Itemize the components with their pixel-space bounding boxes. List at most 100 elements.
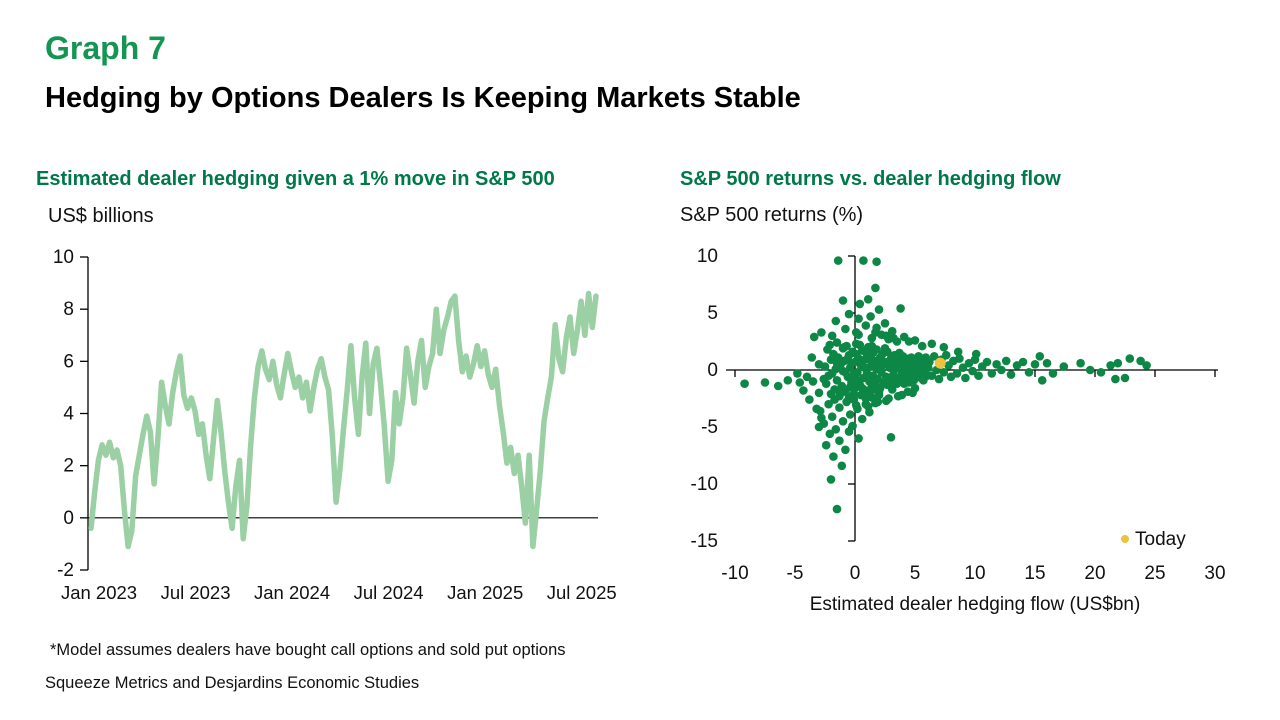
scatter-point: [866, 312, 875, 321]
scatter-point: [853, 368, 862, 377]
scatter-point: [887, 326, 897, 336]
scatter-point: [878, 361, 887, 370]
scatter-point: [825, 340, 835, 350]
scatter-point: [1120, 373, 1130, 383]
scatter-point: [982, 357, 992, 367]
scatter-point: [1085, 365, 1095, 375]
scatter-point: [827, 331, 837, 341]
line-chart: -2 0 2 4 6 8 10 Jan 2023 Jul 2023 Jan 2024 Jul 202…: [53, 247, 617, 603]
scatter-point: [1125, 354, 1135, 363]
scatter-point: [851, 349, 861, 359]
scatter-point: [961, 373, 970, 383]
scatter-point: [1096, 368, 1106, 377]
scatter-point: [871, 283, 880, 293]
scatter-point: [857, 414, 867, 424]
hedging-flow-line-series: [88, 290, 599, 550]
scatter-point: [1059, 362, 1069, 371]
scatter-point: [1035, 352, 1045, 361]
scatter-point: [1006, 370, 1016, 379]
scatter-point: [867, 341, 877, 351]
scatter-point: [832, 376, 842, 385]
scatter-point: [997, 365, 1006, 375]
scatter-points: [740, 256, 1151, 514]
right-chart-unit-label: S&P 500 returns (%): [680, 204, 864, 226]
scatter-point: [1048, 369, 1058, 378]
y-tick-label: -10: [691, 474, 718, 495]
scatter-point: [859, 256, 868, 265]
scatter-point: [867, 393, 877, 402]
scatter-point: [824, 399, 833, 409]
scatter-point: [838, 417, 848, 426]
scatter-point: [799, 386, 808, 395]
y-tick-label: 0: [63, 508, 74, 529]
scatter-point: [830, 395, 839, 404]
y-tick-label: 4: [63, 404, 74, 425]
scatter-point: [934, 374, 944, 384]
scatter-point: [880, 344, 890, 353]
scatter-point: [971, 349, 981, 359]
x-tick-label: -10: [721, 563, 748, 584]
scatter-point: [832, 338, 842, 347]
scatter-point: [867, 333, 877, 343]
scatter-point: [809, 332, 819, 342]
scatter-point: [841, 324, 850, 334]
scatter-point: [835, 403, 844, 412]
scatter-point: [740, 379, 749, 388]
scatter-point: [760, 378, 770, 387]
x-tick-label: Jan 2025: [447, 582, 523, 603]
scatter-point: [968, 366, 977, 376]
scatter-point: [838, 296, 848, 305]
scatter-point: [919, 376, 928, 385]
x-tick-label: Jan 2023: [61, 582, 137, 603]
scatter-point: [807, 353, 817, 362]
scatter-point: [892, 379, 902, 388]
scatter-point: [827, 412, 837, 421]
scatter-point: [874, 390, 884, 400]
scatter-point: [874, 305, 884, 314]
today-point: [934, 357, 946, 369]
scatter-point: [927, 371, 937, 380]
scatter-point: [773, 381, 783, 391]
scatter-point: [1001, 356, 1011, 366]
scatter-point: [819, 419, 829, 428]
scatter-point: [844, 309, 854, 319]
y-tick-label: 10: [697, 246, 718, 267]
scatter-point: [875, 383, 885, 393]
scatter-point: [865, 407, 874, 417]
x-tick-label: Jul 2023: [161, 582, 231, 603]
scatter-point: [783, 376, 793, 385]
scatter-point: [907, 353, 916, 362]
x-tick-label: 10: [964, 563, 985, 584]
y-tick-label: 10: [53, 247, 74, 268]
scatter-point: [880, 319, 890, 328]
scatter-point: [881, 396, 891, 406]
legend-today-label: Today: [1135, 529, 1186, 550]
scatter-point: [958, 363, 968, 372]
scatter-point: [1037, 376, 1047, 385]
scatter-point: [899, 332, 909, 342]
scatter-point: [835, 436, 844, 445]
scatter-point: [908, 388, 917, 398]
scatter-point: [872, 257, 881, 266]
scatter-point: [992, 360, 1001, 369]
scatter-point: [839, 342, 849, 352]
scatter-point: [861, 347, 871, 357]
scatter-point: [885, 356, 895, 366]
scatter-point: [831, 316, 841, 326]
scatter-point: [941, 350, 951, 360]
scatter-point: [929, 352, 939, 361]
scatter-point: [865, 355, 874, 364]
scatter-point: [927, 339, 937, 349]
x-tick-label: Jan 2024: [254, 582, 330, 603]
scatter-point: [939, 368, 949, 377]
scatter-point: [914, 352, 923, 361]
scatter-point: [847, 358, 856, 368]
scatter-point: [916, 365, 926, 375]
scatter-point: [855, 340, 865, 350]
y-tick-label: 6: [63, 351, 74, 372]
x-tick-label: Jul 2025: [547, 582, 617, 603]
x-tick-label: Jul 2024: [354, 582, 424, 603]
x-tick-label: -5: [787, 563, 804, 584]
scatter-point: [1113, 358, 1123, 368]
source-attribution: Squeeze Metrics and Desjardins Economic …: [45, 674, 420, 692]
